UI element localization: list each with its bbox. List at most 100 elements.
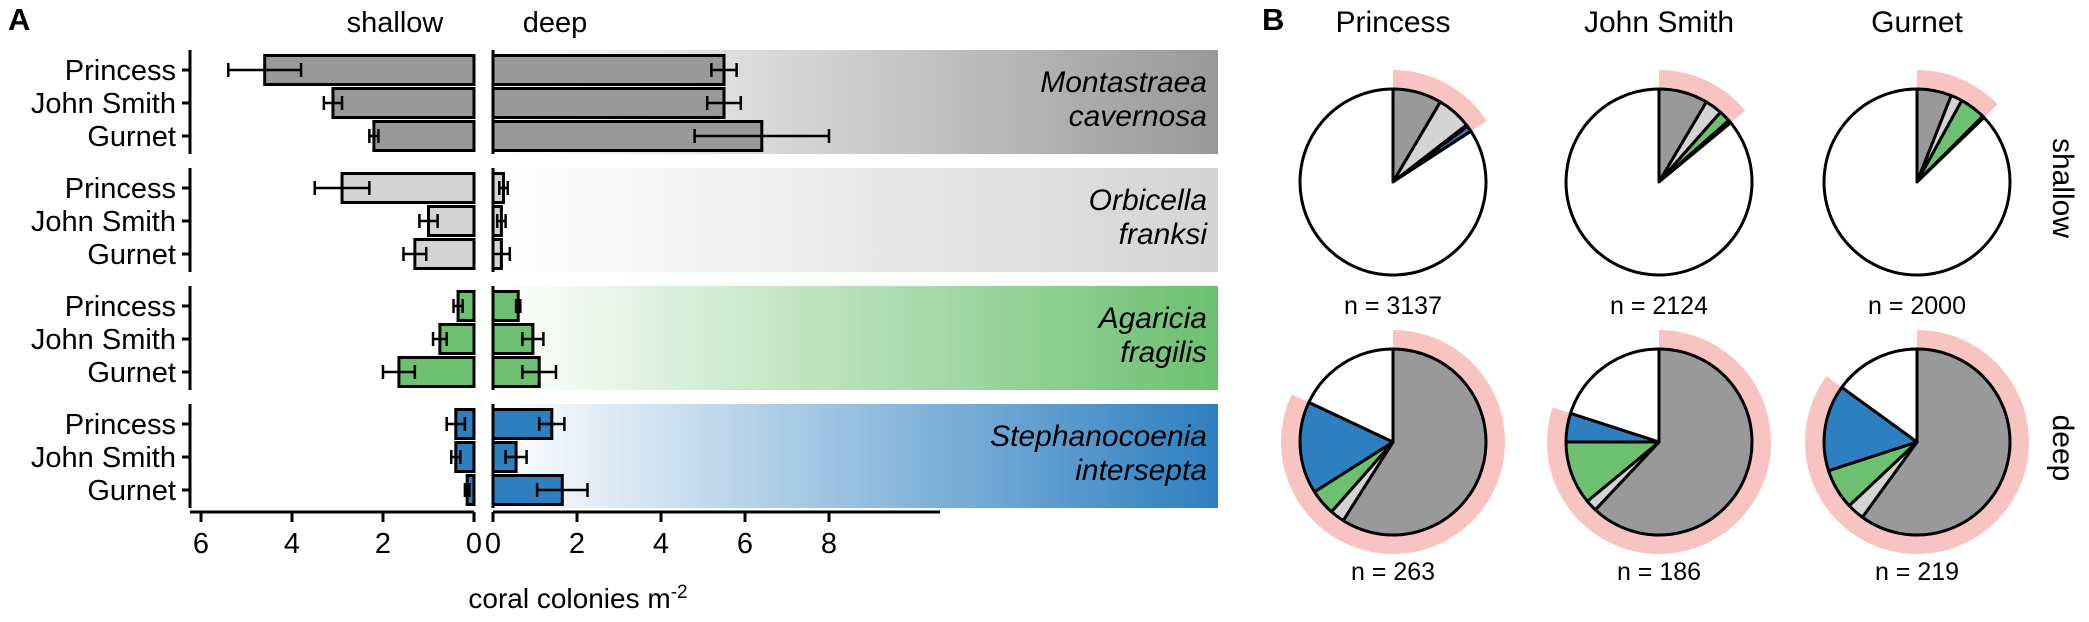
error-bar-shallow [313, 181, 371, 195]
pie-slice [1569, 347, 1661, 444]
site-tick-label: John Smith [31, 324, 176, 356]
deep-header: deep [523, 7, 588, 39]
x-axis-label-exponent: -2 [671, 582, 688, 603]
site-tick-label: John Smith [31, 442, 176, 474]
species-label-genus: Orbicella [1089, 184, 1207, 217]
error-bar-deep [498, 181, 509, 195]
error-bar-shallow [368, 129, 380, 143]
species-label-0: Montastraea cavernosa [1040, 66, 1207, 133]
bar-deep [491, 54, 726, 86]
error-bar-shallow [322, 96, 344, 110]
bar-shallow [372, 120, 476, 152]
error-bar-shallow [381, 365, 417, 379]
error-bar-shallow [402, 247, 428, 261]
row-label-deep: deep [2046, 415, 2079, 482]
error-bar-deep [693, 129, 831, 143]
pie-shallow-2: n = 2000 [1822, 70, 2012, 320]
pie-slice [1822, 385, 1919, 473]
pie-shallow-0: n = 3137 [1298, 70, 1488, 320]
error-bar-deep [495, 214, 507, 228]
row-label-shallow: shallow [2046, 138, 2079, 238]
error-bar-deep [504, 450, 528, 464]
species-label-epithet: franksi [1119, 218, 1209, 251]
bar-shallow [340, 172, 476, 204]
pie-slice [1822, 87, 2012, 277]
x-axis-label-text: coral colonies m [468, 583, 670, 614]
pie-slice [1593, 347, 1754, 537]
error-bar-shallow [463, 483, 471, 497]
pie-n-label: n = 186 [1617, 558, 1701, 586]
pie-slice [1840, 347, 1919, 444]
error-bar-shallow [418, 214, 439, 228]
shallow-x-tick-label: 2 [375, 528, 391, 560]
pie-n-label: n = 2000 [1868, 292, 1966, 320]
site-tick-label: John Smith [31, 206, 176, 238]
bar-marks [227, 54, 831, 506]
error-bar-deep [705, 96, 743, 110]
site-tick-label: Princess [65, 291, 176, 323]
pie-shallow-1: n = 2124 [1564, 70, 1754, 320]
species-label-epithet: intersepta [1075, 454, 1207, 487]
pie-slice [1298, 400, 1395, 494]
shallow-x-tick-label: 6 [193, 528, 209, 560]
error-bar-deep [521, 365, 558, 379]
deep-x-tick-label: 2 [569, 528, 585, 560]
pie-n-label: n = 263 [1351, 558, 1435, 586]
species-label-3: Stephanocoenia intersepta [990, 420, 1207, 487]
species-label-genus: Stephanocoenia [990, 420, 1207, 453]
shallow-header: shallow [347, 7, 445, 39]
deep-x-tick-label: 6 [737, 528, 753, 560]
x-axis-label: coral colonies m-2 [468, 582, 687, 614]
species-label-1: Orbicella franksi [1089, 184, 1209, 251]
site-tick-label: Gurnet [87, 475, 176, 507]
site-tick-label: Gurnet [87, 121, 176, 153]
site-tick-label: Gurnet [87, 357, 176, 389]
error-bar-deep [537, 417, 566, 431]
deep-x-tick-label: 0 [485, 528, 501, 560]
error-bar-deep [535, 483, 589, 497]
species-label-2: Agaricia fragilis [1097, 302, 1207, 369]
pie-slice [1298, 87, 1488, 277]
site-tick-label: Gurnet [87, 239, 176, 271]
error-bar-deep [710, 63, 738, 77]
species-band-3 [497, 404, 1218, 508]
species-label-epithet: fragilis [1120, 336, 1207, 369]
site-tick-label: Princess [65, 173, 176, 205]
error-bar-shallow [452, 299, 464, 313]
error-bar-shallow [431, 332, 448, 346]
site-tick-label: Princess [65, 55, 176, 87]
species-band-1 [497, 168, 1218, 272]
pie-deep-0: n = 263 [1281, 330, 1506, 586]
pie-n-label: n = 3137 [1344, 292, 1442, 320]
deep-x-tick-label: 4 [653, 528, 669, 560]
pie-deep-2: n = 219 [1805, 330, 2029, 586]
species-label-genus: Montastraea [1040, 66, 1207, 99]
pie-n-label: n = 219 [1875, 558, 1959, 586]
bar-deep [491, 290, 520, 322]
error-bar-deep [521, 332, 545, 346]
pie-n-label: n = 2124 [1610, 292, 1708, 320]
pie-slice [1307, 347, 1395, 444]
bar-deep [491, 87, 726, 119]
pie-deep-1: n = 186 [1547, 329, 1772, 586]
site-tick-label: Princess [65, 409, 176, 441]
shallow-x-tick-label: 4 [284, 528, 300, 560]
pie-panel: Princess John Smith Gurnet n = 3137 n = 2124… [1281, 6, 2029, 586]
shallow-x-tick-label: 0 [466, 528, 482, 560]
deep-x-tick-label: 8 [821, 528, 837, 560]
error-bar-shallow [227, 63, 303, 77]
pie-column-header: Princess [1335, 6, 1450, 39]
error-bar-deep [514, 299, 522, 313]
species-label-epithet: cavernosa [1069, 100, 1207, 133]
species-bands: Montastraea cavernosa Orbicella franksi Agar… [497, 50, 1218, 508]
pie-slice [1341, 347, 1488, 537]
site-tick-label: John Smith [31, 88, 176, 120]
error-bar-shallow [450, 450, 462, 464]
pie-column-header: John Smith [1584, 6, 1734, 39]
species-band-2 [497, 286, 1218, 390]
pie-slice [1564, 87, 1754, 277]
bar-shallow [331, 87, 476, 119]
species-label-genus: Agaricia [1097, 302, 1207, 335]
pie-slice [1860, 347, 2012, 537]
